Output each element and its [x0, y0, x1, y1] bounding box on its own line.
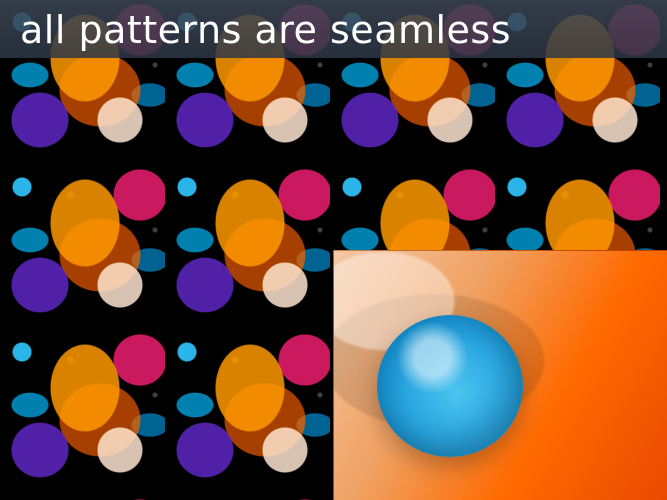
title-banner: all patterns are seamless [0, 0, 667, 58]
zoom-preview-panel [333, 250, 667, 500]
blue-sphere-icon [377, 315, 523, 457]
page-title: all patterns are seamless [20, 8, 512, 52]
